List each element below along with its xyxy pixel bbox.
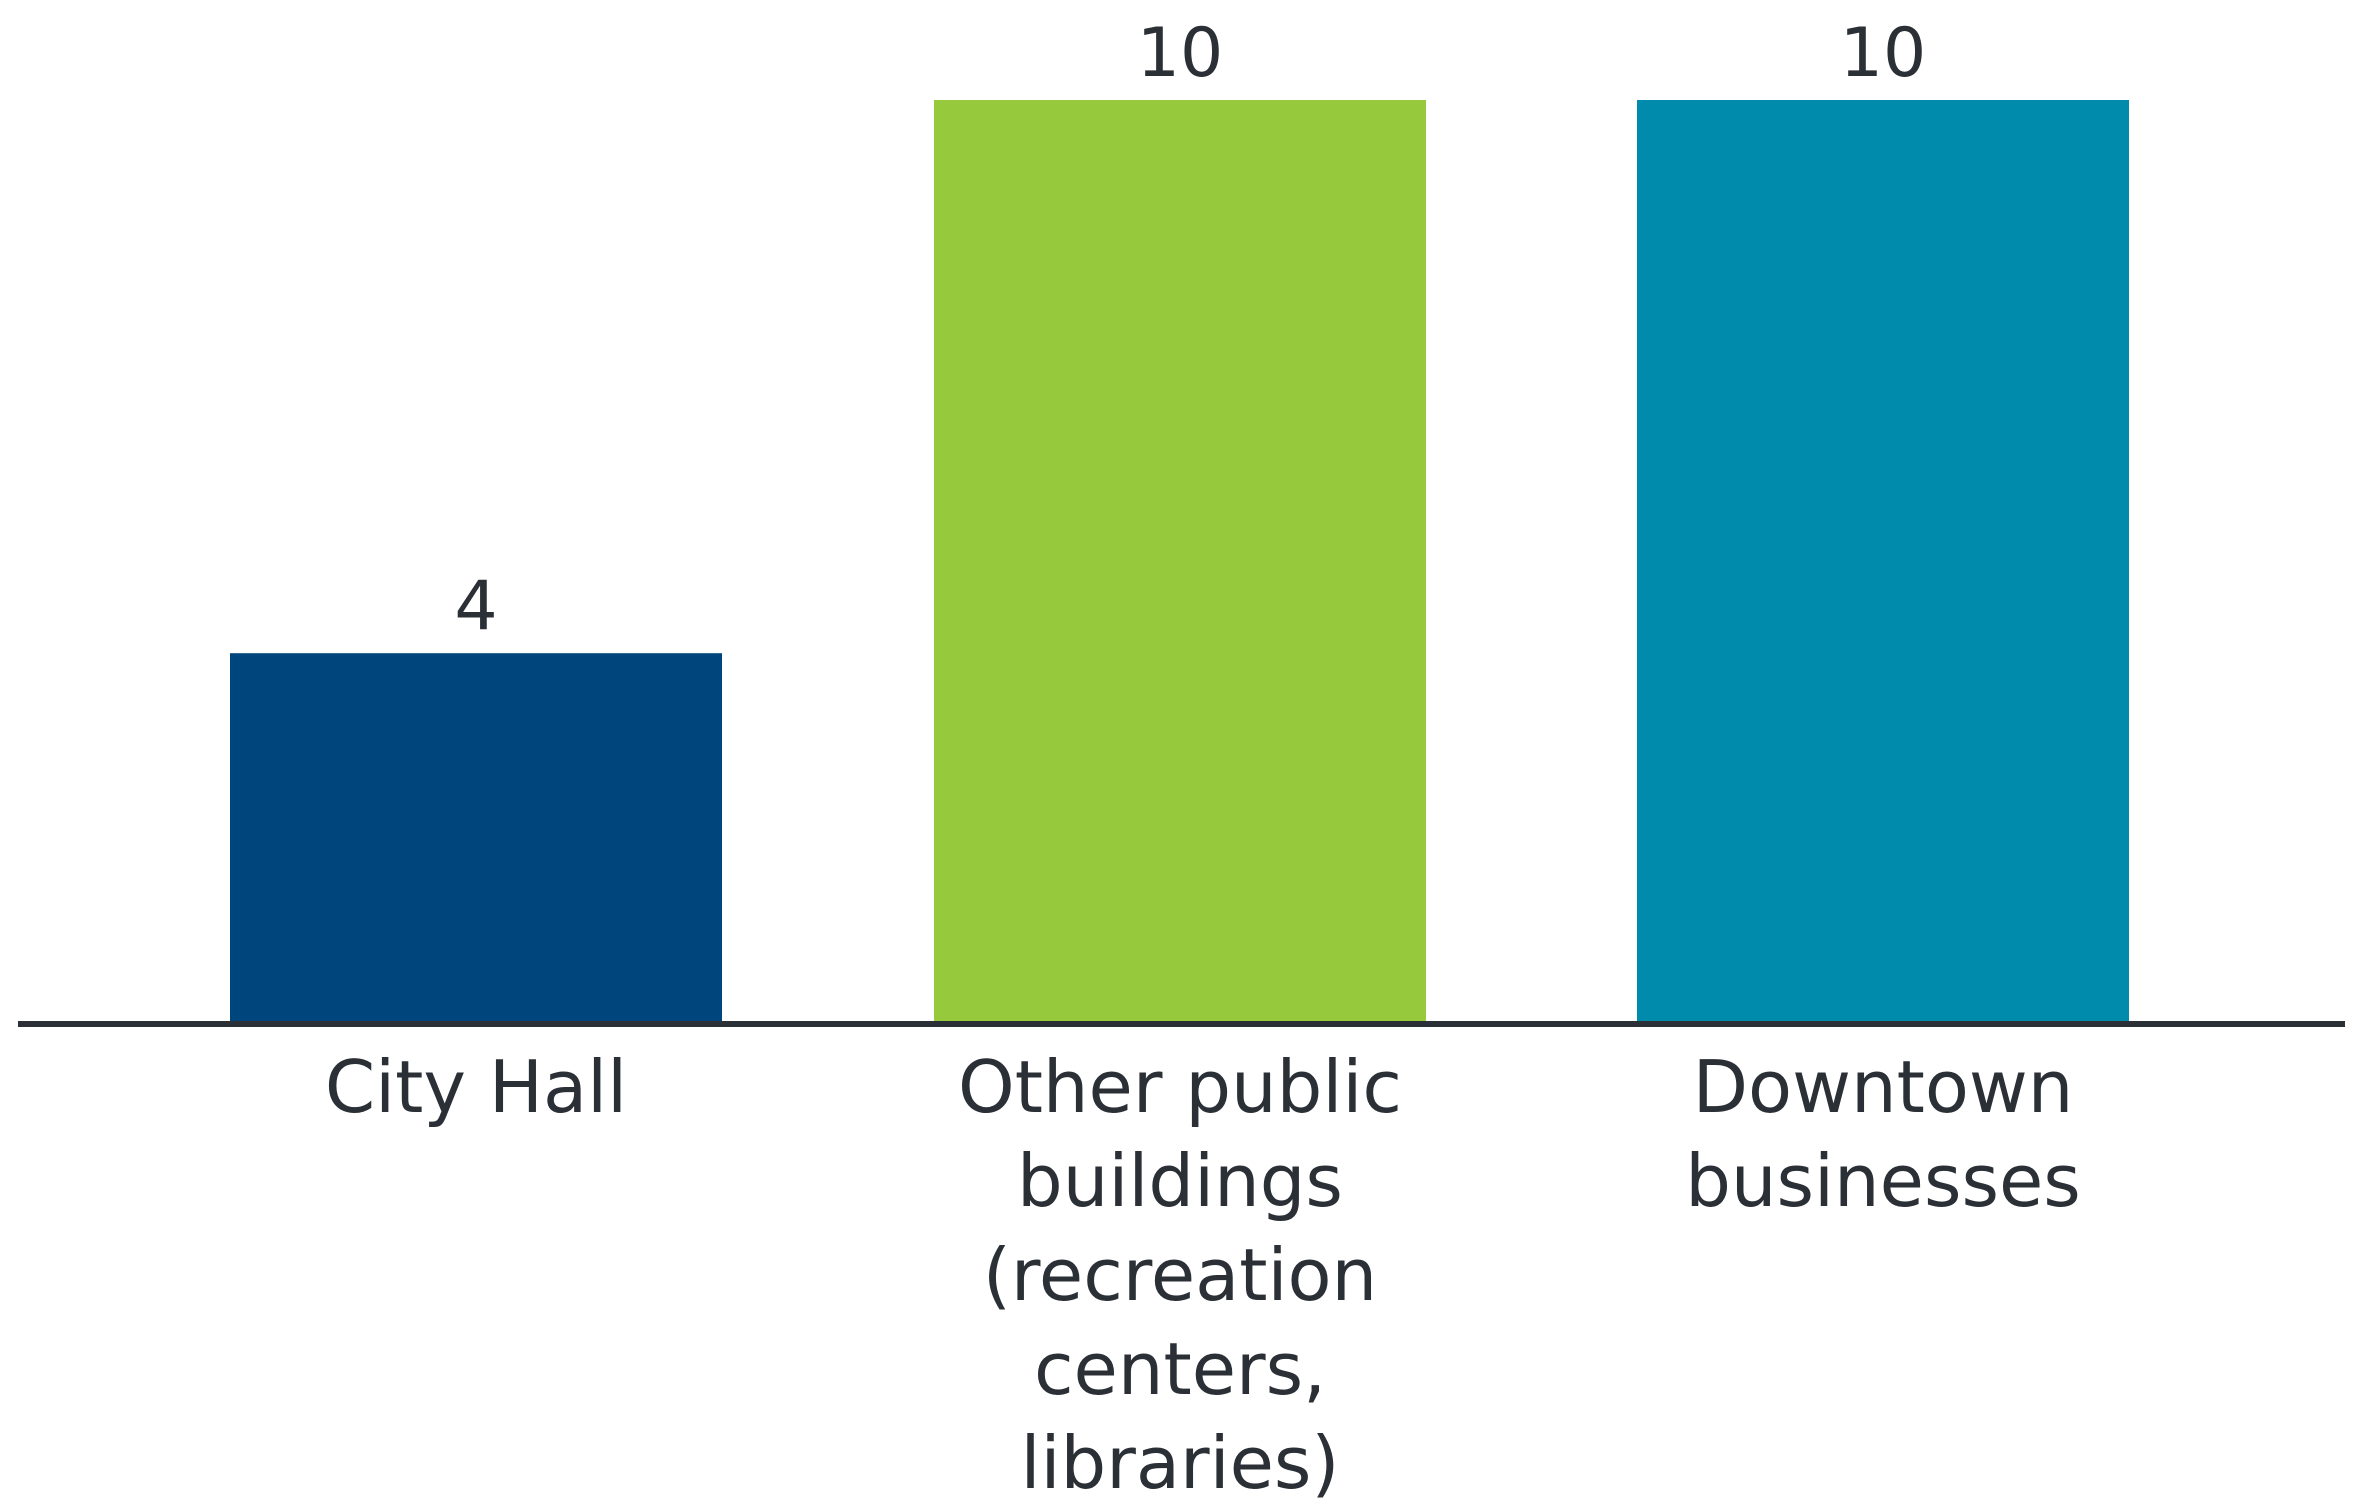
category-label-line: centers, <box>1034 1327 1326 1411</box>
category-labels: City Hall Other public buildings (recreatio… <box>325 1045 2081 1500</box>
category-label-3: Downtown businesses <box>1685 1045 2081 1223</box>
category-label-2: Other public buildings (recreation centers,… <box>958 1045 1402 1500</box>
bar-2 <box>934 100 1426 1022</box>
data-label-2: 10 <box>1137 14 1224 93</box>
category-label-1: City Hall <box>325 1045 627 1129</box>
data-labels: 4 10 10 <box>454 14 1926 646</box>
category-label-line: Downtown <box>1693 1045 2074 1129</box>
bar-1 <box>230 653 722 1022</box>
category-label-line: businesses <box>1685 1139 2081 1223</box>
category-label-line: libraries) <box>1021 1421 1340 1500</box>
category-label-line: buildings <box>1017 1139 1343 1223</box>
category-label-line: City Hall <box>325 1045 627 1129</box>
category-label-line: Other public <box>958 1045 1402 1129</box>
bars <box>230 100 2129 1022</box>
bar-3 <box>1637 100 2129 1022</box>
data-label-3: 10 <box>1840 14 1927 93</box>
category-label-line: (recreation <box>983 1233 1377 1317</box>
data-label-1: 4 <box>454 567 497 646</box>
